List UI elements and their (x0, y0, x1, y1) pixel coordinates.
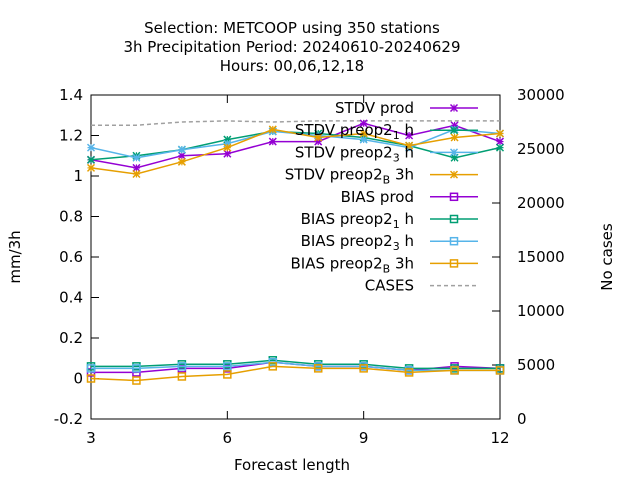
legend-marker (449, 259, 459, 268)
y2-tick-label: 30000 (517, 86, 565, 104)
series-3 (86, 125, 505, 179)
data-point (132, 169, 141, 179)
legend-label: BIAS preop2B 3h (291, 254, 414, 275)
legend-label: STDV preop21 h (295, 121, 414, 142)
data-point (450, 366, 459, 375)
data-point (268, 362, 278, 371)
y2-tick-label: 25000 (517, 140, 565, 158)
legend-marker (449, 148, 459, 157)
data-point (359, 119, 368, 128)
data-point (132, 163, 141, 172)
legend-label: BIAS preop23 h (301, 232, 414, 253)
data-point (495, 129, 505, 138)
data-point (177, 151, 186, 160)
data-point (268, 125, 277, 134)
data-point (132, 364, 141, 373)
y2-tick-label: 10000 (517, 302, 565, 320)
y2-axis-label: No cases (598, 223, 616, 291)
legend-label: BIAS prod (341, 188, 414, 206)
data-point (86, 155, 96, 164)
y-tick-label: 0.2 (59, 329, 83, 347)
data-point (405, 131, 414, 140)
y-tick-label: -0.2 (54, 410, 83, 428)
y-tick-label: 1 (73, 167, 83, 185)
legend-marker (449, 103, 459, 113)
data-point (223, 370, 232, 379)
legend-marker (449, 236, 459, 246)
data-point (405, 141, 414, 150)
data-point (177, 362, 187, 371)
data-point (359, 135, 368, 144)
series-7 (86, 362, 505, 385)
data-point (177, 145, 186, 154)
legend-label: STDV preop23 h (295, 143, 414, 164)
data-point (177, 372, 187, 381)
data-point (359, 129, 368, 138)
series-layer (86, 119, 505, 385)
data-point (223, 149, 232, 158)
legend-marker (449, 214, 459, 224)
y-tick-label: 0.8 (59, 208, 83, 226)
legend-label: STDV prod (335, 99, 414, 117)
title-line-2: 3h Precipitation Period: 20240610-202406… (123, 38, 460, 56)
y2-tick-label: 20000 (517, 194, 565, 212)
axes: -0.2 0 0.2 0.4 0.6 0.8 1 1.2 1.4 0 5000 10000 15000 2… (54, 86, 565, 447)
series-line (90, 128, 501, 175)
y-tick-label: 1.4 (59, 86, 83, 104)
data-point (314, 133, 323, 142)
y2-tick-label: 5000 (517, 356, 555, 374)
y-tick-label: 0.4 (59, 289, 83, 307)
legend-label: STDV preop2B 3h (285, 166, 414, 187)
x-tick-label: 12 (490, 429, 509, 447)
data-point (86, 143, 96, 152)
legend-label: CASES (365, 277, 414, 295)
x-tick-label: 3 (86, 429, 96, 447)
data-point (495, 137, 505, 146)
legend-label: BIAS preop21 h (301, 210, 414, 231)
data-point (450, 133, 459, 142)
x-tick-label: 9 (359, 429, 369, 447)
legend-marker (449, 170, 459, 179)
series-line (90, 365, 500, 382)
series-line (91, 359, 500, 370)
series-cases-line (91, 120, 500, 126)
data-point (86, 163, 96, 172)
legend-marker (449, 192, 459, 202)
data-point (132, 376, 141, 385)
y2-tick-label: 15000 (517, 248, 565, 266)
data-point (404, 368, 414, 377)
y-axis-label: mm/3h (6, 230, 24, 283)
series-line (91, 361, 500, 372)
data-point (223, 143, 232, 152)
y-tick-label: 0.6 (59, 248, 83, 266)
title-line-1: Selection: METCOOP using 350 stations (144, 19, 440, 37)
data-point (132, 153, 141, 162)
y2-tick-label: 0 (517, 410, 527, 428)
x-axis-label: Forecast length (234, 456, 350, 474)
legend-marker (449, 126, 459, 135)
y-tick-label: 1.2 (59, 127, 83, 145)
data-point (177, 157, 186, 166)
data-point (359, 364, 368, 373)
data-point (313, 364, 323, 373)
data-point (86, 364, 96, 373)
y-tick-label: 0 (73, 370, 83, 388)
data-point (495, 366, 505, 375)
data-point (268, 137, 277, 146)
x-tick-label: 6 (223, 429, 233, 447)
data-point (495, 143, 505, 152)
data-point (223, 362, 232, 371)
data-point (86, 374, 96, 383)
chart-title: Selection: METCOOP using 350 stations 3h… (123, 19, 460, 75)
title-line-3: Hours: 00,06,12,18 (220, 57, 364, 75)
